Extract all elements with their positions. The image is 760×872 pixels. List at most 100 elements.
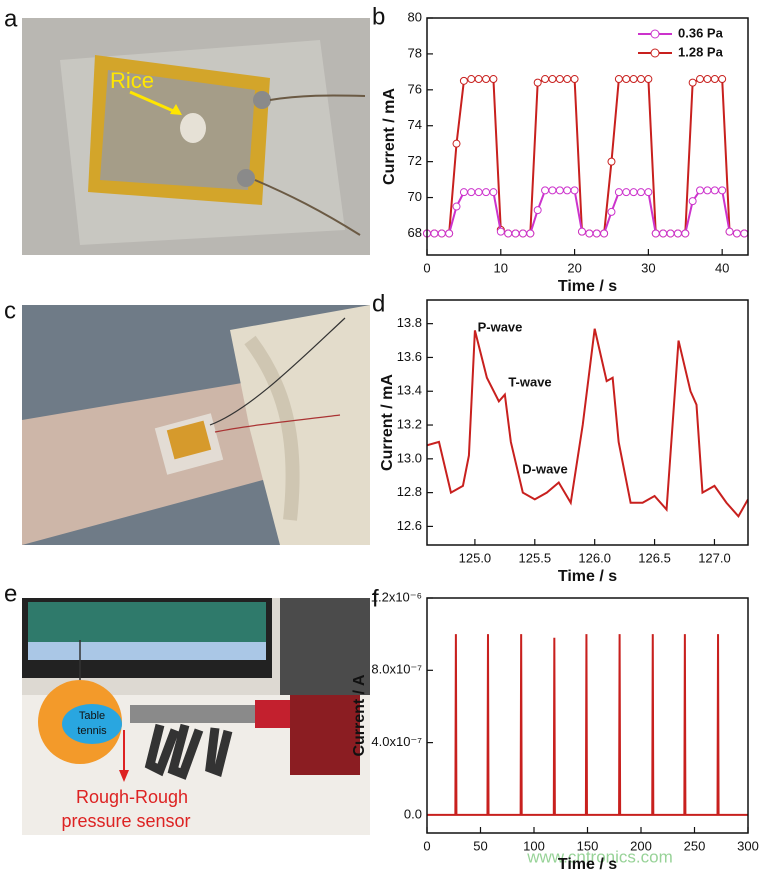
x-tick-label: 250 [684, 838, 706, 853]
panel-label: e [4, 580, 17, 607]
data-marker [644, 188, 653, 197]
data-marker [688, 78, 697, 87]
data-marker [607, 157, 616, 166]
y-tick-label: 13.2 [397, 416, 422, 431]
data-marker [563, 186, 572, 195]
data-marker [533, 78, 542, 87]
data-marker [637, 188, 645, 197]
x-tick-label: 125.0 [459, 550, 492, 565]
x-tick-label: 127.0 [698, 550, 731, 565]
x-tick-label: 125.5 [519, 550, 552, 565]
y-tick-label: 68 [408, 225, 422, 240]
photo-label: Rice [110, 68, 154, 93]
data-marker [673, 229, 682, 238]
data-marker [526, 229, 535, 238]
panel-label: f [372, 585, 379, 612]
annotation: T-wave [508, 374, 551, 389]
x-tick-label: 300 [737, 838, 759, 853]
y-tick-label: 13.8 [397, 315, 422, 330]
data-marker [474, 188, 483, 197]
data-marker [518, 229, 527, 238]
data-marker [592, 229, 601, 238]
data-marker [666, 229, 675, 238]
data-marker [740, 229, 749, 238]
data-marker [725, 227, 734, 236]
y-axis-label: Current / mA [379, 374, 396, 471]
y-tick-label: 13.4 [397, 383, 422, 398]
data-marker [548, 186, 557, 195]
data-marker [696, 186, 705, 195]
y-tick-label: 78 [408, 45, 422, 60]
data-marker [541, 186, 550, 195]
data-marker [637, 75, 645, 84]
data-marker [614, 75, 623, 84]
x-tick-label: 0 [423, 260, 430, 275]
data-marker [474, 75, 483, 84]
data-marker [644, 75, 653, 84]
data-marker [482, 188, 491, 197]
y-tick-label: 80 [408, 9, 422, 24]
ball-label: tennis [77, 725, 107, 737]
ball-label: Table [79, 710, 105, 722]
y-tick-label: 13.6 [397, 349, 422, 364]
panel-label: c [4, 297, 16, 324]
data-line [427, 78, 745, 235]
data-marker [659, 229, 668, 238]
data-marker [629, 188, 638, 197]
data-marker [614, 188, 623, 197]
data-marker [718, 75, 727, 84]
data-marker [452, 139, 461, 148]
panel-label: a [4, 5, 18, 32]
legend-label: 0.36 Pa [678, 25, 724, 40]
plot-frame [426, 17, 749, 256]
x-tick-label: 30 [641, 260, 655, 275]
data-marker [622, 188, 631, 197]
data-marker [437, 229, 446, 238]
data-marker [459, 188, 468, 197]
data-marker [718, 186, 727, 195]
data-marker [467, 75, 476, 84]
x-tick-label: 126.5 [638, 550, 671, 565]
y-tick-label: 12.8 [397, 484, 422, 499]
x-tick-label: 200 [630, 838, 652, 853]
data-marker [489, 188, 498, 197]
y-tick-label: 74 [408, 117, 422, 132]
x-tick-label: 10 [494, 260, 508, 275]
data-marker [555, 75, 564, 84]
data-marker [445, 229, 454, 238]
data-marker [710, 75, 719, 84]
data-marker [467, 188, 476, 197]
y-tick-label: 0.0 [404, 806, 422, 821]
y-tick-label: 72 [408, 153, 422, 168]
panel-label: d [372, 290, 385, 317]
y-tick-label: 76 [408, 81, 422, 96]
data-marker [459, 76, 468, 85]
x-axis-label: Time / s [558, 568, 617, 585]
y-tick-label: 12.6 [397, 518, 422, 533]
data-marker [511, 229, 520, 238]
data-marker [570, 75, 579, 84]
data-marker [629, 75, 638, 84]
data-marker [563, 75, 572, 84]
data-marker [732, 229, 741, 238]
annotation: D-wave [522, 461, 568, 476]
x-axis-label: Time / s [558, 278, 617, 295]
y-tick-label: 70 [408, 189, 422, 204]
x-tick-label: 150 [577, 838, 599, 853]
x-tick-label: 0 [423, 838, 430, 853]
y-axis-label: Current / mA [381, 88, 398, 185]
data-marker [496, 227, 505, 236]
photo-e: Table tennis Rough-Rough pressure sensor [22, 598, 370, 835]
data-marker [555, 186, 564, 195]
data-marker [681, 229, 690, 238]
annotation: P-wave [478, 319, 523, 334]
data-marker [489, 75, 498, 84]
plot-frame [426, 299, 749, 546]
x-tick-label: 126.0 [578, 550, 611, 565]
data-marker [548, 75, 557, 84]
panel-label: b [372, 3, 385, 30]
data-marker [452, 202, 461, 211]
data-marker [651, 229, 660, 238]
data-marker [533, 206, 542, 215]
y-tick-label: 13.0 [397, 450, 422, 465]
